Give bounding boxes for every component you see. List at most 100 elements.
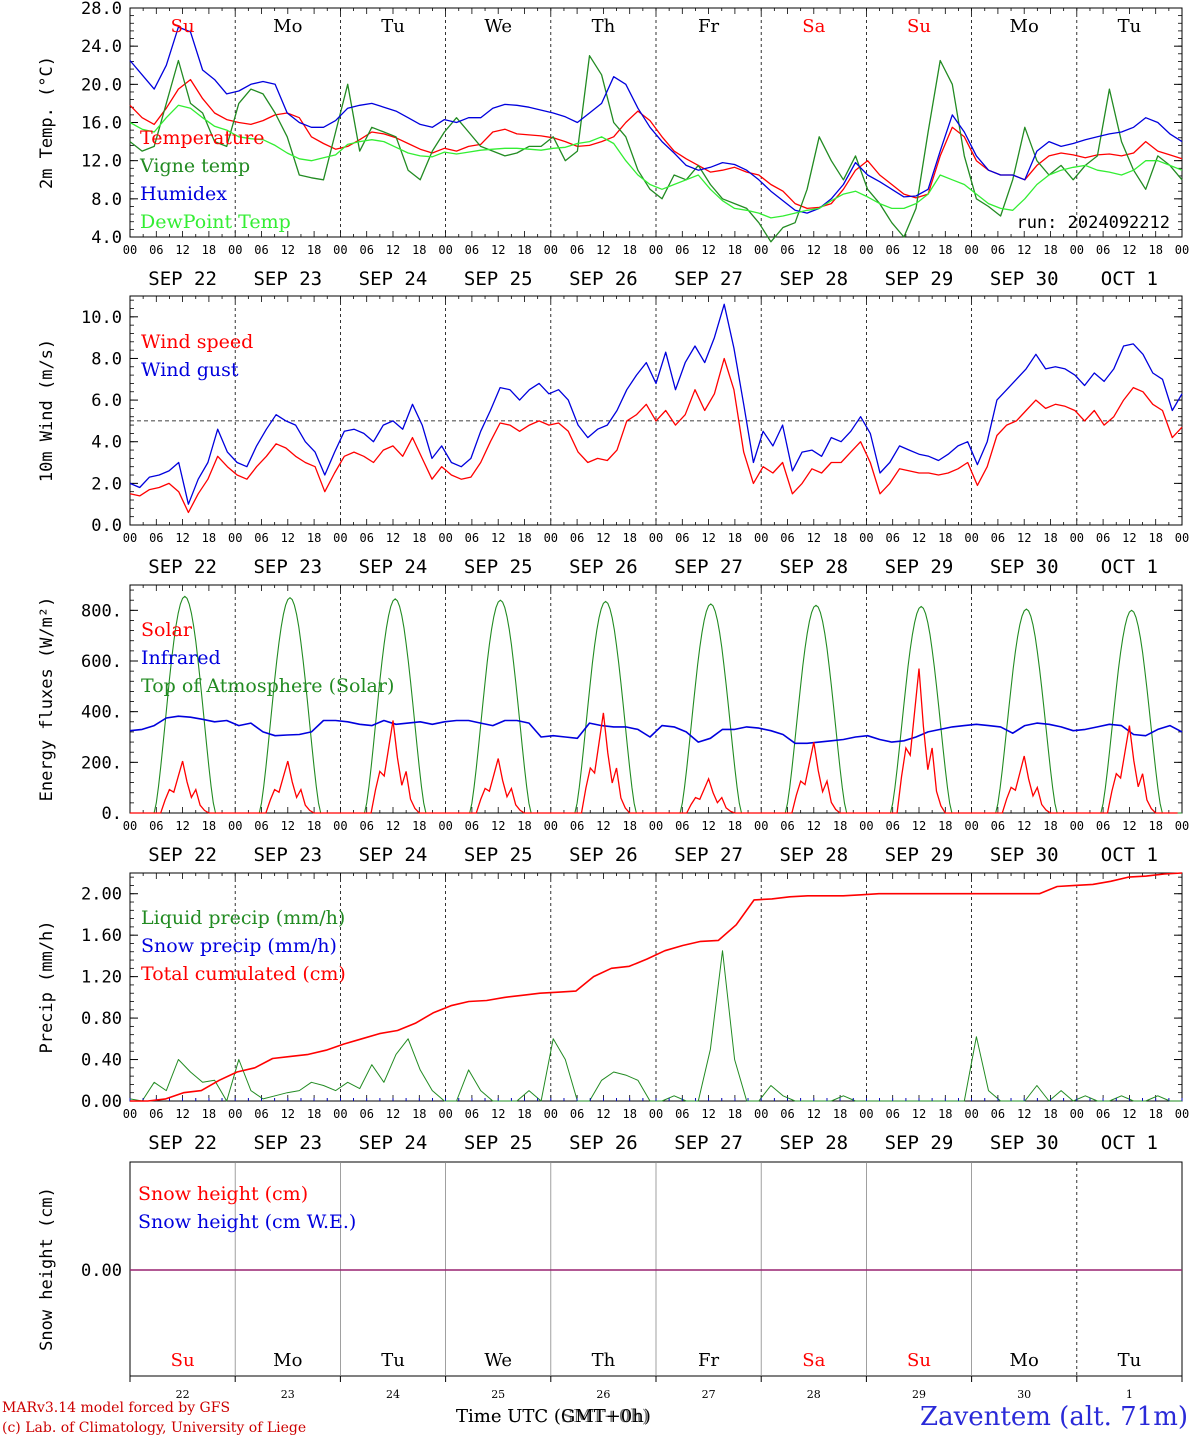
hour-tick-label: 18 — [1148, 531, 1162, 545]
y-tick-label: 20.0 — [81, 75, 122, 95]
hour-tick-label: 12 — [386, 819, 400, 833]
hour-tick-label: 00 — [333, 243, 347, 257]
hour-tick-label: 18 — [938, 819, 952, 833]
hour-tick-label: 00 — [228, 243, 242, 257]
hour-tick-label: 18 — [307, 819, 321, 833]
hour-tick-label: 12 — [1122, 531, 1136, 545]
weekday-label: Th — [592, 16, 616, 37]
panel-2 — [129, 295, 1183, 526]
y-tick-label: 0.80 — [81, 1009, 122, 1029]
hour-tick-label: 12 — [386, 1107, 400, 1121]
hour-tick-label: 12 — [281, 1107, 295, 1121]
date-label: SEP 28 — [779, 556, 848, 578]
weekday-label: Mo — [273, 1350, 302, 1371]
hour-tick-label: 12 — [912, 531, 926, 545]
day-number-label: 24 — [386, 1388, 400, 1401]
hour-tick-label: 18 — [728, 243, 742, 257]
date-label: SEP 28 — [779, 268, 848, 290]
series-line-vigne-temp — [129, 55, 1183, 243]
hour-tick-label: 00 — [649, 1107, 663, 1121]
hour-tick-label: 12 — [701, 243, 715, 257]
hour-tick-label: 06 — [570, 531, 584, 545]
y-tick-label: 0. — [102, 804, 122, 824]
hour-tick-label: 06 — [465, 1107, 479, 1121]
lab-credit: (c) Lab. of Climatology, University of L… — [2, 1420, 307, 1436]
hour-tick-label: 06 — [254, 1107, 268, 1121]
hour-tick-label: 06 — [991, 531, 1005, 545]
hour-tick-label: 12 — [491, 243, 505, 257]
series-line-infrared — [129, 715, 1183, 745]
hour-tick-label: 00 — [438, 1107, 452, 1121]
y-tick-label: 8.0 — [91, 349, 122, 369]
hour-tick-label: 18 — [1043, 243, 1057, 257]
hour-tick-label: 00 — [438, 531, 452, 545]
hour-tick-label: 12 — [912, 243, 926, 257]
y-tick-label: 600. — [81, 652, 122, 672]
hour-tick-label: 12 — [912, 1107, 926, 1121]
series-line-wind-gust — [129, 303, 1183, 505]
y-tick-label: 2.00 — [81, 885, 122, 905]
hour-tick-label: 12 — [807, 1107, 821, 1121]
hour-tick-label: 00 — [754, 1107, 768, 1121]
y-axis-label: 10m Wind (m/s) — [37, 339, 57, 482]
hour-tick-label: 12 — [1017, 531, 1031, 545]
day-number-label: 26 — [596, 1388, 610, 1401]
weekday-label: Mo — [1010, 1350, 1039, 1371]
hour-tick-label: 00 — [228, 1107, 242, 1121]
hour-tick-label: 06 — [254, 531, 268, 545]
date-label: SEP 26 — [569, 1132, 638, 1154]
hour-tick-label: 18 — [1148, 243, 1162, 257]
series-line-total-cumulated — [130, 872, 1183, 1102]
date-label: SEP 25 — [464, 844, 533, 866]
legend-entry: Snow height (cm W.E.) — [138, 1211, 356, 1233]
date-label: SEP 30 — [990, 1132, 1059, 1154]
hour-tick-label: 18 — [307, 1107, 321, 1121]
hour-tick-label: 00 — [123, 819, 137, 833]
hour-tick-label: 00 — [1175, 531, 1189, 545]
hour-tick-label: 00 — [123, 531, 137, 545]
weekday-label: Tu — [1118, 16, 1142, 37]
hour-tick-label: 06 — [885, 531, 899, 545]
hour-tick-label: 06 — [359, 243, 373, 257]
y-tick-label: 6.0 — [91, 391, 122, 411]
day-number-label: 27 — [702, 1388, 716, 1401]
date-label: SEP 27 — [674, 844, 743, 866]
hour-tick-label: 18 — [622, 819, 636, 833]
y-tick-label: 4.0 — [91, 228, 122, 248]
weekday-label: Tu — [1118, 1350, 1142, 1371]
weekday-label: Mo — [1010, 16, 1039, 37]
hour-tick-label: 00 — [438, 243, 452, 257]
y-tick-label: 1.60 — [81, 926, 122, 946]
date-label: SEP 27 — [674, 268, 743, 290]
hour-tick-label: 00 — [123, 243, 137, 257]
weekday-label: Mo — [273, 16, 302, 37]
y-tick-label: 400. — [81, 703, 122, 723]
date-label: SEP 25 — [464, 556, 533, 578]
hour-tick-label: 18 — [307, 531, 321, 545]
hour-tick-label: 00 — [544, 1107, 558, 1121]
hour-tick-label: 18 — [517, 819, 531, 833]
hour-tick-label: 18 — [517, 1107, 531, 1121]
date-label: SEP 30 — [990, 556, 1059, 578]
hour-tick-label: 00 — [1175, 819, 1189, 833]
y-axis-label: Snow height (cm) — [37, 1187, 57, 1351]
hour-tick-label: 18 — [412, 531, 426, 545]
y-tick-label: 0.00 — [81, 1261, 122, 1281]
hour-tick-label: 00 — [228, 531, 242, 545]
weekday-label: We — [484, 16, 512, 37]
hour-tick-label: 06 — [1096, 243, 1110, 257]
hour-tick-label: 12 — [1122, 243, 1136, 257]
hour-tick-label: 18 — [728, 1107, 742, 1121]
hour-tick-label: 00 — [333, 819, 347, 833]
hour-tick-label: 06 — [780, 819, 794, 833]
hour-tick-label: 12 — [1017, 819, 1031, 833]
y-tick-label: 16.0 — [81, 114, 122, 134]
hour-tick-label: 00 — [1070, 531, 1084, 545]
date-label: SEP 24 — [359, 268, 428, 290]
hour-tick-label: 06 — [570, 819, 584, 833]
date-label: OCT 1 — [1101, 1132, 1158, 1154]
legend-entry: Snow height (cm) — [138, 1183, 308, 1205]
day-number-label: 29 — [912, 1388, 926, 1401]
run-label: run: 2024092212 — [1016, 213, 1170, 233]
